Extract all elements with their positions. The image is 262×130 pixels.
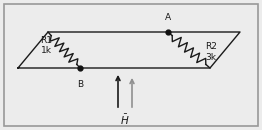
Text: R1
1k: R1 1k [40,36,52,55]
Text: B: B [77,80,83,89]
Text: R2
3k: R2 3k [205,42,217,62]
Text: A: A [165,13,171,22]
Text: $\bar{H}$: $\bar{H}$ [120,113,130,127]
